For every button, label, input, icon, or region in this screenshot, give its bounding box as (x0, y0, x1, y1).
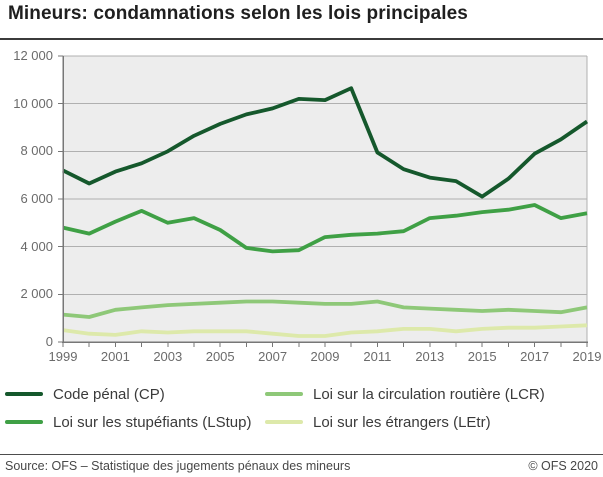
x-tick-label: 2007 (258, 349, 288, 364)
y-tick-label: 12 000 (13, 48, 53, 63)
x-tick-label: 2015 (467, 349, 497, 364)
chart-plot (58, 55, 589, 347)
legend-swatch-lstup (5, 420, 43, 424)
chart-legend: Code pénal (CP) Loi sur les stupéfiants … (5, 380, 598, 436)
legend-item-letr: Loi sur les étrangers (LEtr) (265, 414, 598, 431)
x-tick-label: 2005 (205, 349, 235, 364)
x-tick-label: 2001 (100, 349, 130, 364)
y-tick-label: 8 000 (20, 143, 53, 159)
legend-swatch-letr (265, 420, 303, 424)
x-tick-label: 1999 (48, 349, 78, 364)
legend-item-cp: Code pénal (CP) (5, 386, 265, 403)
legend-swatch-lcr (265, 392, 303, 396)
chart-footer: Source: OFS – Statistique des jugements … (0, 454, 603, 477)
copyright-note: © OFS 2020 (528, 459, 598, 473)
legend-label-cp: Code pénal (CP) (53, 385, 165, 403)
legend-label-letr: Loi sur les étrangers (LEtr) (313, 413, 491, 431)
x-tick-label: 2017 (520, 349, 550, 364)
x-tick-label: 2011 (363, 349, 392, 364)
y-tick-label: 6 000 (20, 191, 53, 206)
y-tick-label: 10 000 (13, 95, 53, 111)
y-tick-label: 2 000 (20, 286, 53, 302)
x-tick-label: 2009 (310, 349, 340, 364)
x-tick-label: 2019 (572, 349, 602, 364)
source-note: Source: OFS – Statistique des jugements … (5, 459, 351, 473)
legend-label-lcr: Loi sur la circulation routière (LCR) (313, 385, 545, 403)
legend-item-lstup: Loi sur les stupéfiants (LStup) (5, 414, 265, 431)
x-axis: 1999 2001 2003 2005 2007 2009 2011 2013 2015 2017… (0, 349, 603, 367)
legend-label-lstup: Loi sur les stupéfiants (LStup) (53, 413, 252, 431)
chart-title: Mineurs: condamnations selon les lois pr… (8, 3, 468, 24)
legend-item-lcr: Loi sur la circulation routière (LCR) (265, 386, 598, 403)
y-tick-label: 4 000 (20, 238, 53, 254)
title-divider (0, 38, 603, 40)
x-tick-label: 2003 (153, 349, 183, 364)
legend-swatch-cp (5, 392, 43, 396)
x-tick-label: 2013 (415, 349, 445, 364)
y-tick-label: 0 (45, 334, 53, 349)
y-axis: 0 2 000 4 000 6 000 8 000 10 000 12 000 (0, 48, 53, 349)
